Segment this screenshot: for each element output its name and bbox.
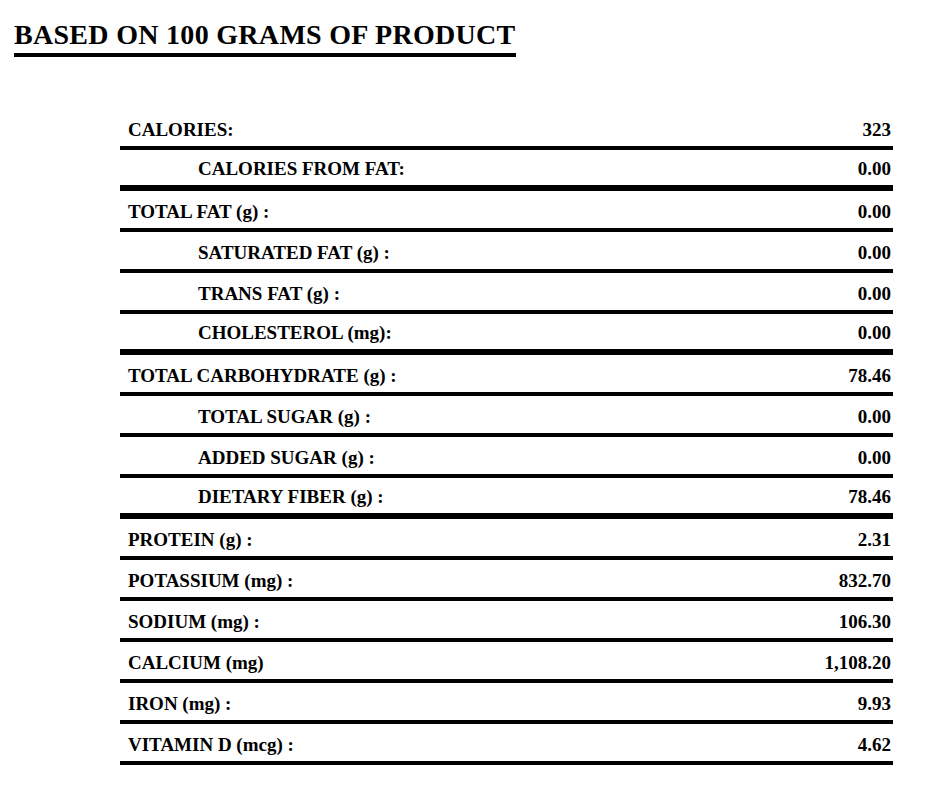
nutrient-label: CALCIUM (mg) bbox=[120, 653, 264, 672]
nutrient-label: TOTAL FAT (g) : bbox=[120, 202, 269, 221]
nutrient-value: 0.00 bbox=[858, 284, 893, 303]
table-row: PROTEIN (g) : 2.31 bbox=[120, 519, 893, 560]
nutrient-label: TOTAL SUGAR (g) : bbox=[120, 407, 371, 426]
nutrient-label: SATURATED FAT (g) : bbox=[120, 243, 390, 262]
nutrient-label: CALORIES FROM FAT: bbox=[120, 159, 405, 178]
nutrient-value: 9.93 bbox=[858, 694, 893, 713]
nutrient-value: 0.00 bbox=[858, 159, 893, 178]
table-row: CALORIES: 323 bbox=[120, 109, 893, 150]
table-row: IRON (mg) : 9.93 bbox=[120, 683, 893, 724]
nutrient-value: 78.46 bbox=[848, 487, 893, 506]
nutrient-label: IRON (mg) : bbox=[120, 694, 231, 713]
page-title: BASED ON 100 GRAMS OF PRODUCT bbox=[14, 20, 516, 57]
table-row: TOTAL FAT (g) : 0.00 bbox=[120, 191, 893, 232]
table-row: VITAMIN D (mcg) : 4.62 bbox=[120, 724, 893, 765]
nutrient-label: SODIUM (mg) : bbox=[120, 612, 260, 631]
nutrient-label: ADDED SUGAR (g) : bbox=[120, 448, 375, 467]
nutrient-label: DIETARY FIBER (g) : bbox=[120, 487, 384, 506]
table-row: POTASSIUM (mg) : 832.70 bbox=[120, 560, 893, 601]
nutrient-label: CALORIES: bbox=[120, 120, 234, 139]
nutrient-value: 0.00 bbox=[858, 323, 893, 342]
table-row: CALORIES FROM FAT: 0.00 bbox=[120, 150, 893, 191]
nutrient-value: 78.46 bbox=[848, 366, 893, 385]
nutrient-value: 1,108.20 bbox=[825, 653, 894, 672]
nutrient-value: 106.30 bbox=[839, 612, 893, 631]
nutrient-label: TOTAL CARBOHYDRATE (g) : bbox=[120, 366, 397, 385]
nutrient-value: 4.62 bbox=[858, 735, 893, 754]
nutrient-value: 832.70 bbox=[839, 571, 893, 590]
nutrient-value: 0.00 bbox=[858, 407, 893, 426]
table-row: TOTAL CARBOHYDRATE (g) : 78.46 bbox=[120, 355, 893, 396]
nutrient-label: VITAMIN D (mcg) : bbox=[120, 735, 294, 754]
nutrient-label: TRANS FAT (g) : bbox=[120, 284, 340, 303]
nutrient-label: PROTEIN (g) : bbox=[120, 530, 253, 549]
table-row: CHOLESTEROL (mg): 0.00 bbox=[120, 314, 893, 355]
nutrient-label: CHOLESTEROL (mg): bbox=[120, 323, 392, 342]
table-row: CALCIUM (mg) 1,108.20 bbox=[120, 642, 893, 683]
table-row: SODIUM (mg) : 106.30 bbox=[120, 601, 893, 642]
table-row: TRANS FAT (g) : 0.00 bbox=[120, 273, 893, 314]
table-row: TOTAL SUGAR (g) : 0.00 bbox=[120, 396, 893, 437]
nutrient-value: 2.31 bbox=[858, 530, 893, 549]
nutrient-value: 0.00 bbox=[858, 202, 893, 221]
nutrient-value: 323 bbox=[863, 120, 894, 139]
table-row: ADDED SUGAR (g) : 0.00 bbox=[120, 437, 893, 478]
nutrient-label: POTASSIUM (mg) : bbox=[120, 571, 293, 590]
table-row: DIETARY FIBER (g) : 78.46 bbox=[120, 478, 893, 519]
nutrient-value: 0.00 bbox=[858, 448, 893, 467]
nutrient-value: 0.00 bbox=[858, 243, 893, 262]
table-row: SATURATED FAT (g) : 0.00 bbox=[120, 232, 893, 273]
nutrition-table: CALORIES:323CALORIES FROM FAT:0.00TOTAL … bbox=[120, 109, 893, 765]
